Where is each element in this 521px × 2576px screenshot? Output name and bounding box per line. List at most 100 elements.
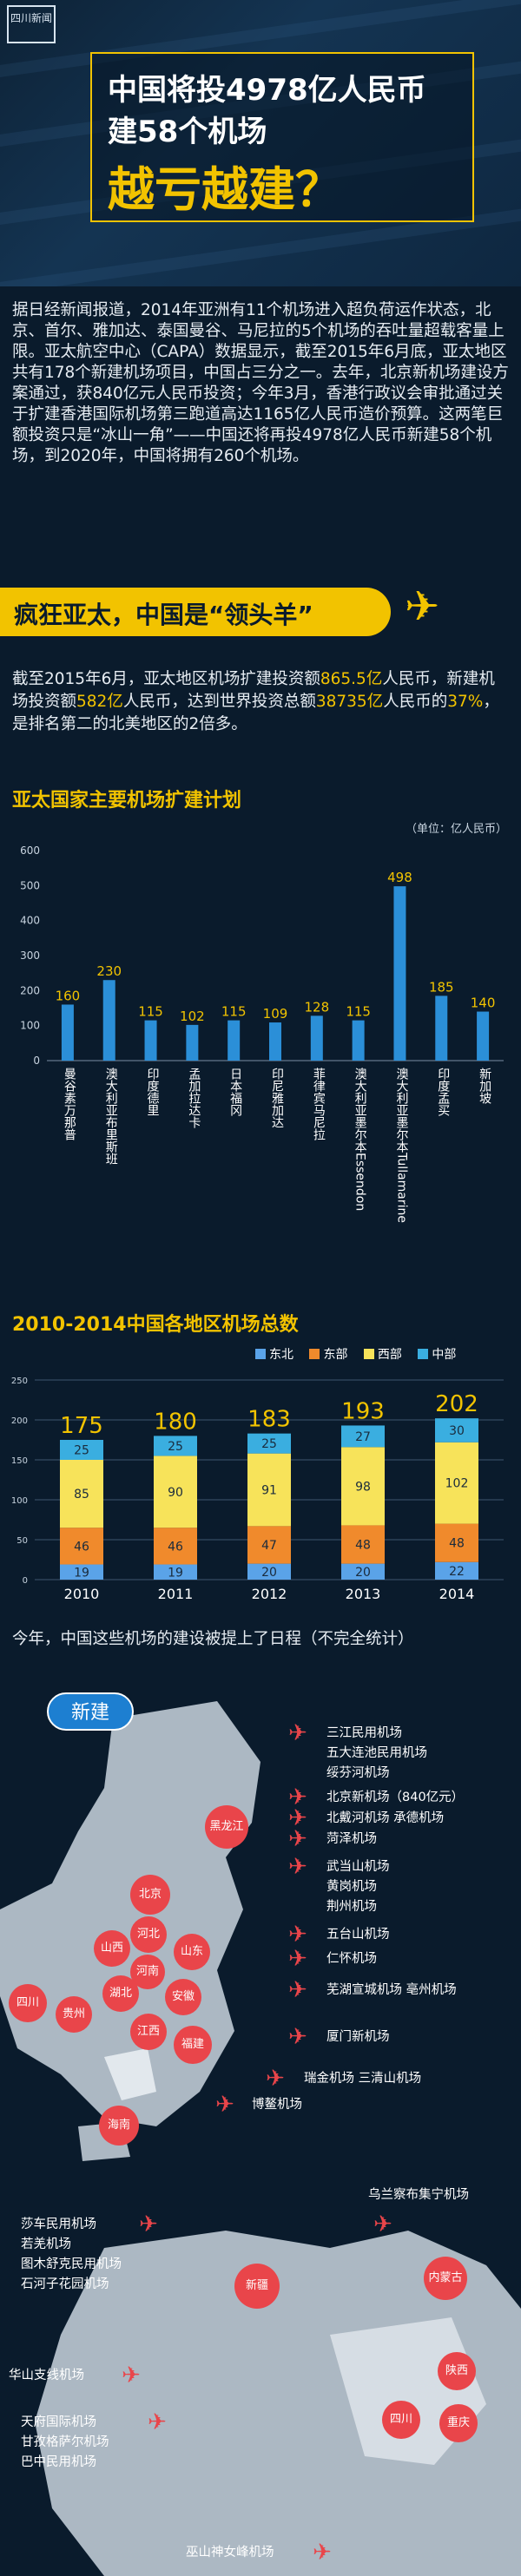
- airport-list: 三江民用机场 五大连池民用机场 绥芬河机场: [326, 1724, 427, 1784]
- airport-name: 天府国际机场: [21, 2415, 96, 2429]
- legend-swatch: [255, 1349, 266, 1359]
- segment-value-label: 98: [355, 1480, 371, 1494]
- stat-text: 人民币的: [383, 693, 448, 711]
- segment-value-label: 20: [355, 1566, 371, 1580]
- province-marker: 安徽: [165, 1979, 201, 2015]
- hero-banner: 四川新闻 中国将投4978亿人民币 建58个机场 越亏越建？: [0, 0, 521, 286]
- y-tick-label: 500: [20, 879, 40, 891]
- stat-highlight: 865.5亿: [320, 670, 383, 688]
- y-tick-label: 250: [11, 1377, 28, 1386]
- airport-list: 菏泽机场: [326, 1830, 377, 1850]
- segment-value-label: 48: [355, 1539, 371, 1553]
- section-title: 疯狂亚太，中国是“领头羊”: [14, 601, 313, 629]
- airport-list: 仁怀机场: [326, 1949, 377, 1969]
- legend-label: 西部: [377, 1348, 402, 1362]
- bar-value-label: 115: [221, 1004, 247, 1020]
- airport-name: 三江民用机场: [326, 1726, 402, 1740]
- stat-paragraph: 截至2015年6月，亚太地区机场扩建投资额865.5亿人民币，新建机场投资额58…: [12, 668, 509, 736]
- x-category-label: 曼谷素万那普: [62, 1068, 76, 1140]
- segment-value-label: 22: [449, 1565, 465, 1579]
- airport-list: 北戴河机场 承德机场: [326, 1809, 444, 1829]
- airplane-icon: ✈: [288, 1977, 307, 2003]
- airport-name: 石河子花园机场: [21, 2277, 109, 2291]
- airport-list: 厦门新机场: [326, 2027, 390, 2047]
- stacked-bar-segment: [341, 1563, 385, 1580]
- segment-value-label: 19: [74, 1566, 89, 1580]
- airport-list: 芜湖宣城机场 亳州机场: [326, 1981, 457, 2001]
- x-category-label: 菲律宾马尼拉: [311, 1068, 326, 1140]
- airplane-icon: ✈: [288, 1805, 307, 1831]
- province-marker: 贵州: [56, 1996, 92, 2033]
- province-marker: 湖北: [102, 1975, 139, 2012]
- chart2-legend: 东北 东部 西部 中部: [243, 1345, 456, 1363]
- y-tick-label: 600: [20, 844, 40, 857]
- total-value-label: 175: [60, 1413, 103, 1439]
- airplane-icon: ✈: [288, 1922, 307, 1948]
- title-line-1: 中国将投4978亿人民币: [108, 73, 426, 108]
- airport-list: 博鳌机场: [252, 2095, 302, 2115]
- segment-value-label: 48: [449, 1537, 465, 1551]
- province-marker: 重庆: [439, 2404, 478, 2442]
- y-tick-label: 0: [33, 1055, 40, 1067]
- chart1-svg: 0 100 200 300 400 500 600 160 230 115 102 115 109 128…: [20, 844, 504, 1067]
- bar-value-label: 109: [263, 1006, 288, 1022]
- airport-name: 仁怀机场: [326, 1952, 377, 1966]
- province-marker: 四川: [382, 2401, 420, 2439]
- stat-highlight: 38735亿: [315, 693, 384, 711]
- chart1-unit: （单位：亿人民币）: [405, 823, 507, 836]
- airport-list: 乌兰察布集宁机场: [368, 2185, 469, 2205]
- bar: [228, 1020, 241, 1061]
- stacked-bar-segment: [154, 1456, 197, 1528]
- legend-label: 东部: [323, 1348, 348, 1362]
- x-category-label: 澳大利亚墨尔本Tullamarine: [394, 1068, 409, 1224]
- airplane-icon: ✈: [288, 1946, 307, 1972]
- stacked-bar-segment: [341, 1447, 385, 1526]
- legend-swatch: [418, 1349, 429, 1359]
- stacked-bar-segment: [247, 1453, 291, 1527]
- stacked-bar-segment: [435, 1523, 478, 1562]
- segment-value-label: 85: [74, 1488, 89, 1502]
- airport-name: 北戴河机场 承德机场: [326, 1811, 445, 1825]
- legend-swatch: [363, 1349, 374, 1359]
- airport-name: 五大连池民用机场: [326, 1746, 427, 1760]
- bar: [393, 886, 406, 1061]
- airport-list: 华山支线机场: [9, 2366, 84, 2386]
- stacked-bar-segment: [60, 1528, 103, 1565]
- province-marker: 陕西: [438, 2352, 476, 2390]
- stacked-bar-segment: [154, 1528, 197, 1565]
- stacked-bar-segment: [435, 1561, 478, 1580]
- stacked-bar-segment: [60, 1564, 103, 1580]
- province-marker: 江西: [130, 2014, 167, 2050]
- airport-list: 瑞金机场 三清山机场: [304, 2069, 421, 2089]
- airplane-icon: ✈: [139, 2211, 158, 2238]
- airport-name: 芜湖宣城机场 亳州机场: [326, 1983, 457, 1997]
- bar-value-label: 115: [346, 1004, 371, 1020]
- airplane-icon: ✈: [122, 2362, 141, 2389]
- y-tick-label: 300: [20, 950, 40, 962]
- bar-value-label: 128: [304, 999, 329, 1015]
- airplane-icon: ✈: [288, 1854, 307, 1880]
- x-category-label: 2012: [252, 1586, 287, 1602]
- stacked-bar-segment: [247, 1563, 291, 1580]
- stacked-bar-segment: [60, 1460, 103, 1528]
- stat-text: 人民币，达到世界投资总额: [122, 693, 316, 711]
- airport-name: 华山支线机场: [9, 2369, 84, 2382]
- stacked-bar-segment: [247, 1433, 291, 1454]
- stacked-bar-segment: [435, 1442, 478, 1524]
- x-category-label: 2014: [439, 1586, 475, 1602]
- airplane-icon: ✈: [288, 1826, 307, 1852]
- x-category-label: 日本福冈: [228, 1068, 243, 1116]
- airplane-icon: ✈: [288, 2024, 307, 2050]
- y-tick-label: 50: [16, 1536, 28, 1546]
- y-tick-label: 150: [11, 1456, 28, 1466]
- stacked-bar-segment: [247, 1526, 291, 1564]
- bar-value-label: 230: [96, 963, 122, 979]
- province-marker: 山西: [94, 1930, 130, 1967]
- y-tick-label: 100: [11, 1496, 28, 1506]
- airport-list: 五台山机场: [326, 1925, 390, 1945]
- title-line-3: 越亏越建？: [108, 162, 342, 217]
- bar: [61, 1004, 74, 1061]
- airport-name: 若羌机场: [21, 2238, 71, 2251]
- airport-name: 图木舒克民用机场: [21, 2257, 122, 2271]
- segment-value-label: 19: [168, 1566, 183, 1580]
